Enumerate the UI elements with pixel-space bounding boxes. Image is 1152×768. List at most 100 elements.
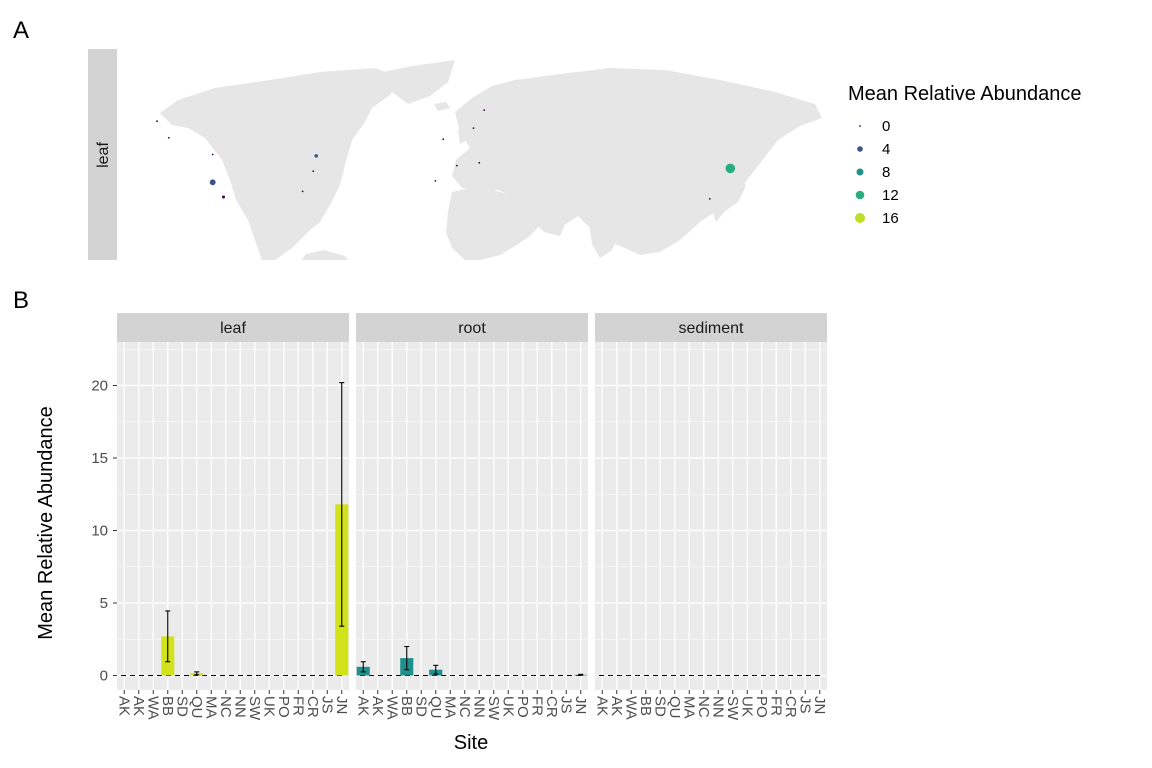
legend-label-0: 0 (882, 118, 890, 135)
x-tick-label: CR (543, 696, 560, 718)
x-tick-label: UK (499, 696, 516, 717)
x-tick-label: MA (680, 696, 697, 719)
x-tick-label: JN (811, 696, 828, 714)
facet-strip (117, 313, 349, 342)
x-tick-label: BB (637, 696, 654, 716)
map-legend: Mean Relative Abundance 0 4 8 12 16 (848, 83, 1082, 227)
y-tick-label: 20 (91, 378, 108, 395)
panel-b-letter: B (13, 287, 29, 314)
error-bar-root-5 (433, 664, 439, 675)
map-point-ma (312, 170, 315, 173)
legend-key-4 (857, 146, 863, 152)
x-tick-label: AK (369, 696, 386, 716)
x-tick-label: WA (622, 696, 639, 720)
legend-label-16: 16 (882, 210, 899, 227)
map-point-ak (156, 120, 158, 123)
map-strip-label: leaf (95, 142, 112, 168)
x-tick-label: JN (572, 696, 589, 714)
facet-background (356, 342, 588, 690)
legend-label-4: 4 (882, 141, 890, 158)
x-tick-label: JS (557, 696, 574, 714)
map-point-cr (478, 161, 481, 164)
x-axis-title: Site (454, 732, 488, 754)
x-tick-label: CR (304, 696, 321, 718)
x-tick-label: BB (398, 696, 415, 716)
map-point-po (456, 164, 458, 167)
map-point-fr (434, 180, 437, 182)
x-tick-label: MA (441, 696, 458, 719)
x-tick-label: NN (709, 696, 726, 718)
error-bar-leaf-3 (165, 610, 171, 663)
error-bar-root-3 (404, 645, 410, 671)
y-tick-label: 15 (91, 450, 108, 467)
map-point-nn (483, 109, 486, 111)
uk-shape (458, 126, 467, 144)
x-tick-label: AK (130, 696, 147, 716)
facet-strip-label: sediment (679, 320, 744, 337)
y-tick-label: 0 (100, 668, 108, 685)
x-tick-label: QU (427, 696, 444, 719)
facet-background (117, 342, 349, 690)
x-tick-label: NC (695, 696, 712, 718)
x-tick-label: FR (289, 696, 306, 716)
x-tick-label: PO (275, 696, 292, 718)
map-point-qu (314, 154, 318, 158)
legend-label-12: 12 (882, 187, 899, 204)
x-tick-label: NC (456, 696, 473, 718)
panel-a-letter: A (13, 17, 29, 44)
north-america-shape (160, 68, 400, 260)
greenland-shape (383, 60, 455, 104)
world-landmass (160, 60, 822, 260)
x-tick-label: QU (666, 696, 683, 719)
x-tick-label: SW (485, 696, 502, 721)
legend-key-12 (855, 190, 865, 200)
map-panel: leaf (88, 49, 822, 260)
y-tick-label: 5 (100, 595, 108, 612)
x-tick-label: PO (514, 696, 531, 718)
x-tick-label: JN (333, 696, 350, 714)
x-tick-label: AK (354, 696, 371, 716)
x-tick-label: AK (608, 696, 625, 716)
x-tick-label: SD (173, 696, 190, 717)
map-point-sw (472, 127, 475, 129)
x-tick-label: SW (246, 696, 263, 721)
x-tick-label: WA (383, 696, 400, 720)
y-tick-label: 10 (91, 523, 108, 540)
x-tick-label: BB (159, 696, 176, 716)
africa-shape (446, 188, 545, 260)
facet-strip (356, 313, 588, 342)
india-shape (588, 216, 620, 258)
error-bar-root-0 (360, 661, 366, 673)
map-point-nc (301, 190, 304, 193)
iceland-shape (434, 102, 450, 111)
map-point-sd (221, 195, 226, 199)
map-point-jn (725, 163, 736, 174)
x-tick-label: SW (724, 696, 741, 721)
facet-strip-label: root (458, 320, 486, 337)
map-point-js (708, 198, 711, 200)
x-tick-label: FR (528, 696, 545, 716)
facet-background (595, 342, 827, 690)
x-tick-label: NC (217, 696, 234, 718)
x-tick-label: PO (753, 696, 770, 718)
legend-key-0 (859, 125, 861, 127)
error-bar-root-15 (578, 673, 584, 676)
error-bar-leaf-15 (339, 382, 345, 627)
x-tick-label: NN (470, 696, 487, 718)
map-point-wa (211, 153, 214, 156)
x-tick-label: FR (767, 696, 784, 716)
map-strip (88, 49, 117, 260)
x-tick-label: WA (144, 696, 161, 720)
x-tick-label: AK (593, 696, 610, 716)
x-tick-label: MA (202, 696, 219, 719)
x-tick-label: NN (231, 696, 248, 718)
map-point-uk (442, 138, 445, 141)
map-point-ak2 (167, 136, 170, 139)
x-tick-label: CR (782, 696, 799, 718)
legend-key-8 (856, 168, 864, 176)
x-tick-label: JS (318, 696, 335, 714)
x-tick-label: SD (651, 696, 668, 717)
map-points (156, 109, 736, 200)
